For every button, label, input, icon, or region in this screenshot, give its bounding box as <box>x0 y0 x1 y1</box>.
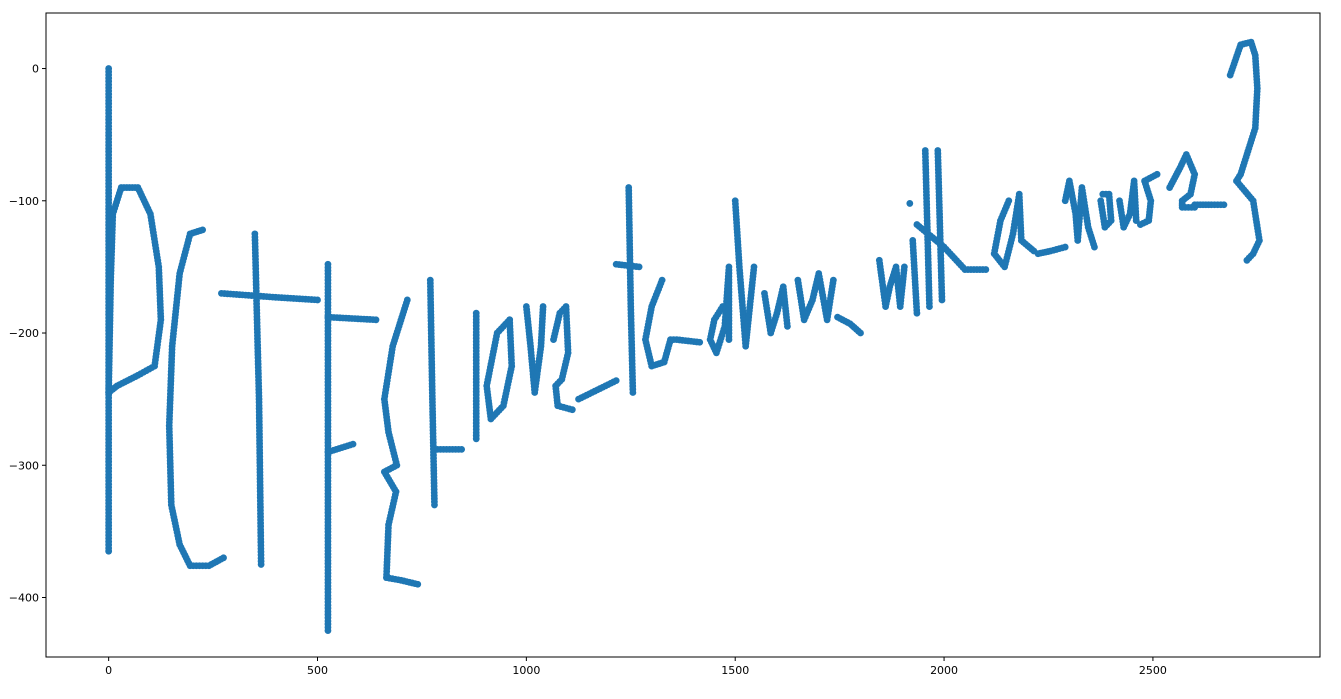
data-point <box>1220 201 1228 209</box>
data-point <box>431 501 438 509</box>
data-point <box>906 200 914 207</box>
data-point <box>926 303 933 310</box>
data-point <box>257 561 265 568</box>
x-tick-label: 1500 <box>721 664 749 677</box>
data-point <box>506 316 514 324</box>
data-point <box>1099 190 1107 198</box>
data-point <box>372 316 380 324</box>
plot-area-frame <box>45 12 1321 658</box>
y-tick-label: −200 <box>9 327 39 340</box>
x-tick-label: 500 <box>307 664 328 677</box>
data-point <box>900 263 908 271</box>
data-point <box>414 580 422 588</box>
data-point <box>938 296 946 304</box>
x-tick-label: 1000 <box>512 664 540 677</box>
data-point <box>1091 243 1098 251</box>
data-point <box>324 627 332 634</box>
data-point <box>349 440 357 448</box>
data-point <box>696 338 704 346</box>
points-layer <box>105 38 1263 634</box>
data-point <box>1136 221 1144 228</box>
data-point <box>539 303 547 310</box>
data-point <box>857 329 864 337</box>
data-point <box>105 547 113 555</box>
y-tick-label: 0 <box>32 63 39 76</box>
data-point <box>1243 256 1251 264</box>
data-point <box>458 445 466 453</box>
y-tick-label: −100 <box>9 195 39 208</box>
data-point <box>829 276 837 284</box>
data-point <box>472 435 480 443</box>
data-point <box>568 406 576 414</box>
y-tick-label: −300 <box>9 459 39 472</box>
x-tick-label: 0 <box>105 664 112 677</box>
data-point <box>220 554 227 562</box>
data-point <box>629 389 637 396</box>
data-point <box>982 266 990 273</box>
data-point <box>612 377 620 385</box>
data-point <box>725 336 733 344</box>
x-tick-label: 2000 <box>930 664 958 677</box>
data-point <box>105 389 113 396</box>
data-point <box>750 263 758 271</box>
y-axis: 0 −100 −200 −300 −400 <box>9 63 46 604</box>
y-tick-label: −400 <box>9 591 39 604</box>
data-point <box>913 309 921 317</box>
x-tick-label: 2500 <box>1139 664 1167 677</box>
data-point <box>314 296 321 304</box>
data-point <box>1061 243 1069 251</box>
data-point <box>635 263 643 271</box>
data-point <box>784 323 791 330</box>
x-axis: 0 500 1000 1500 2000 2500 <box>105 657 1167 677</box>
